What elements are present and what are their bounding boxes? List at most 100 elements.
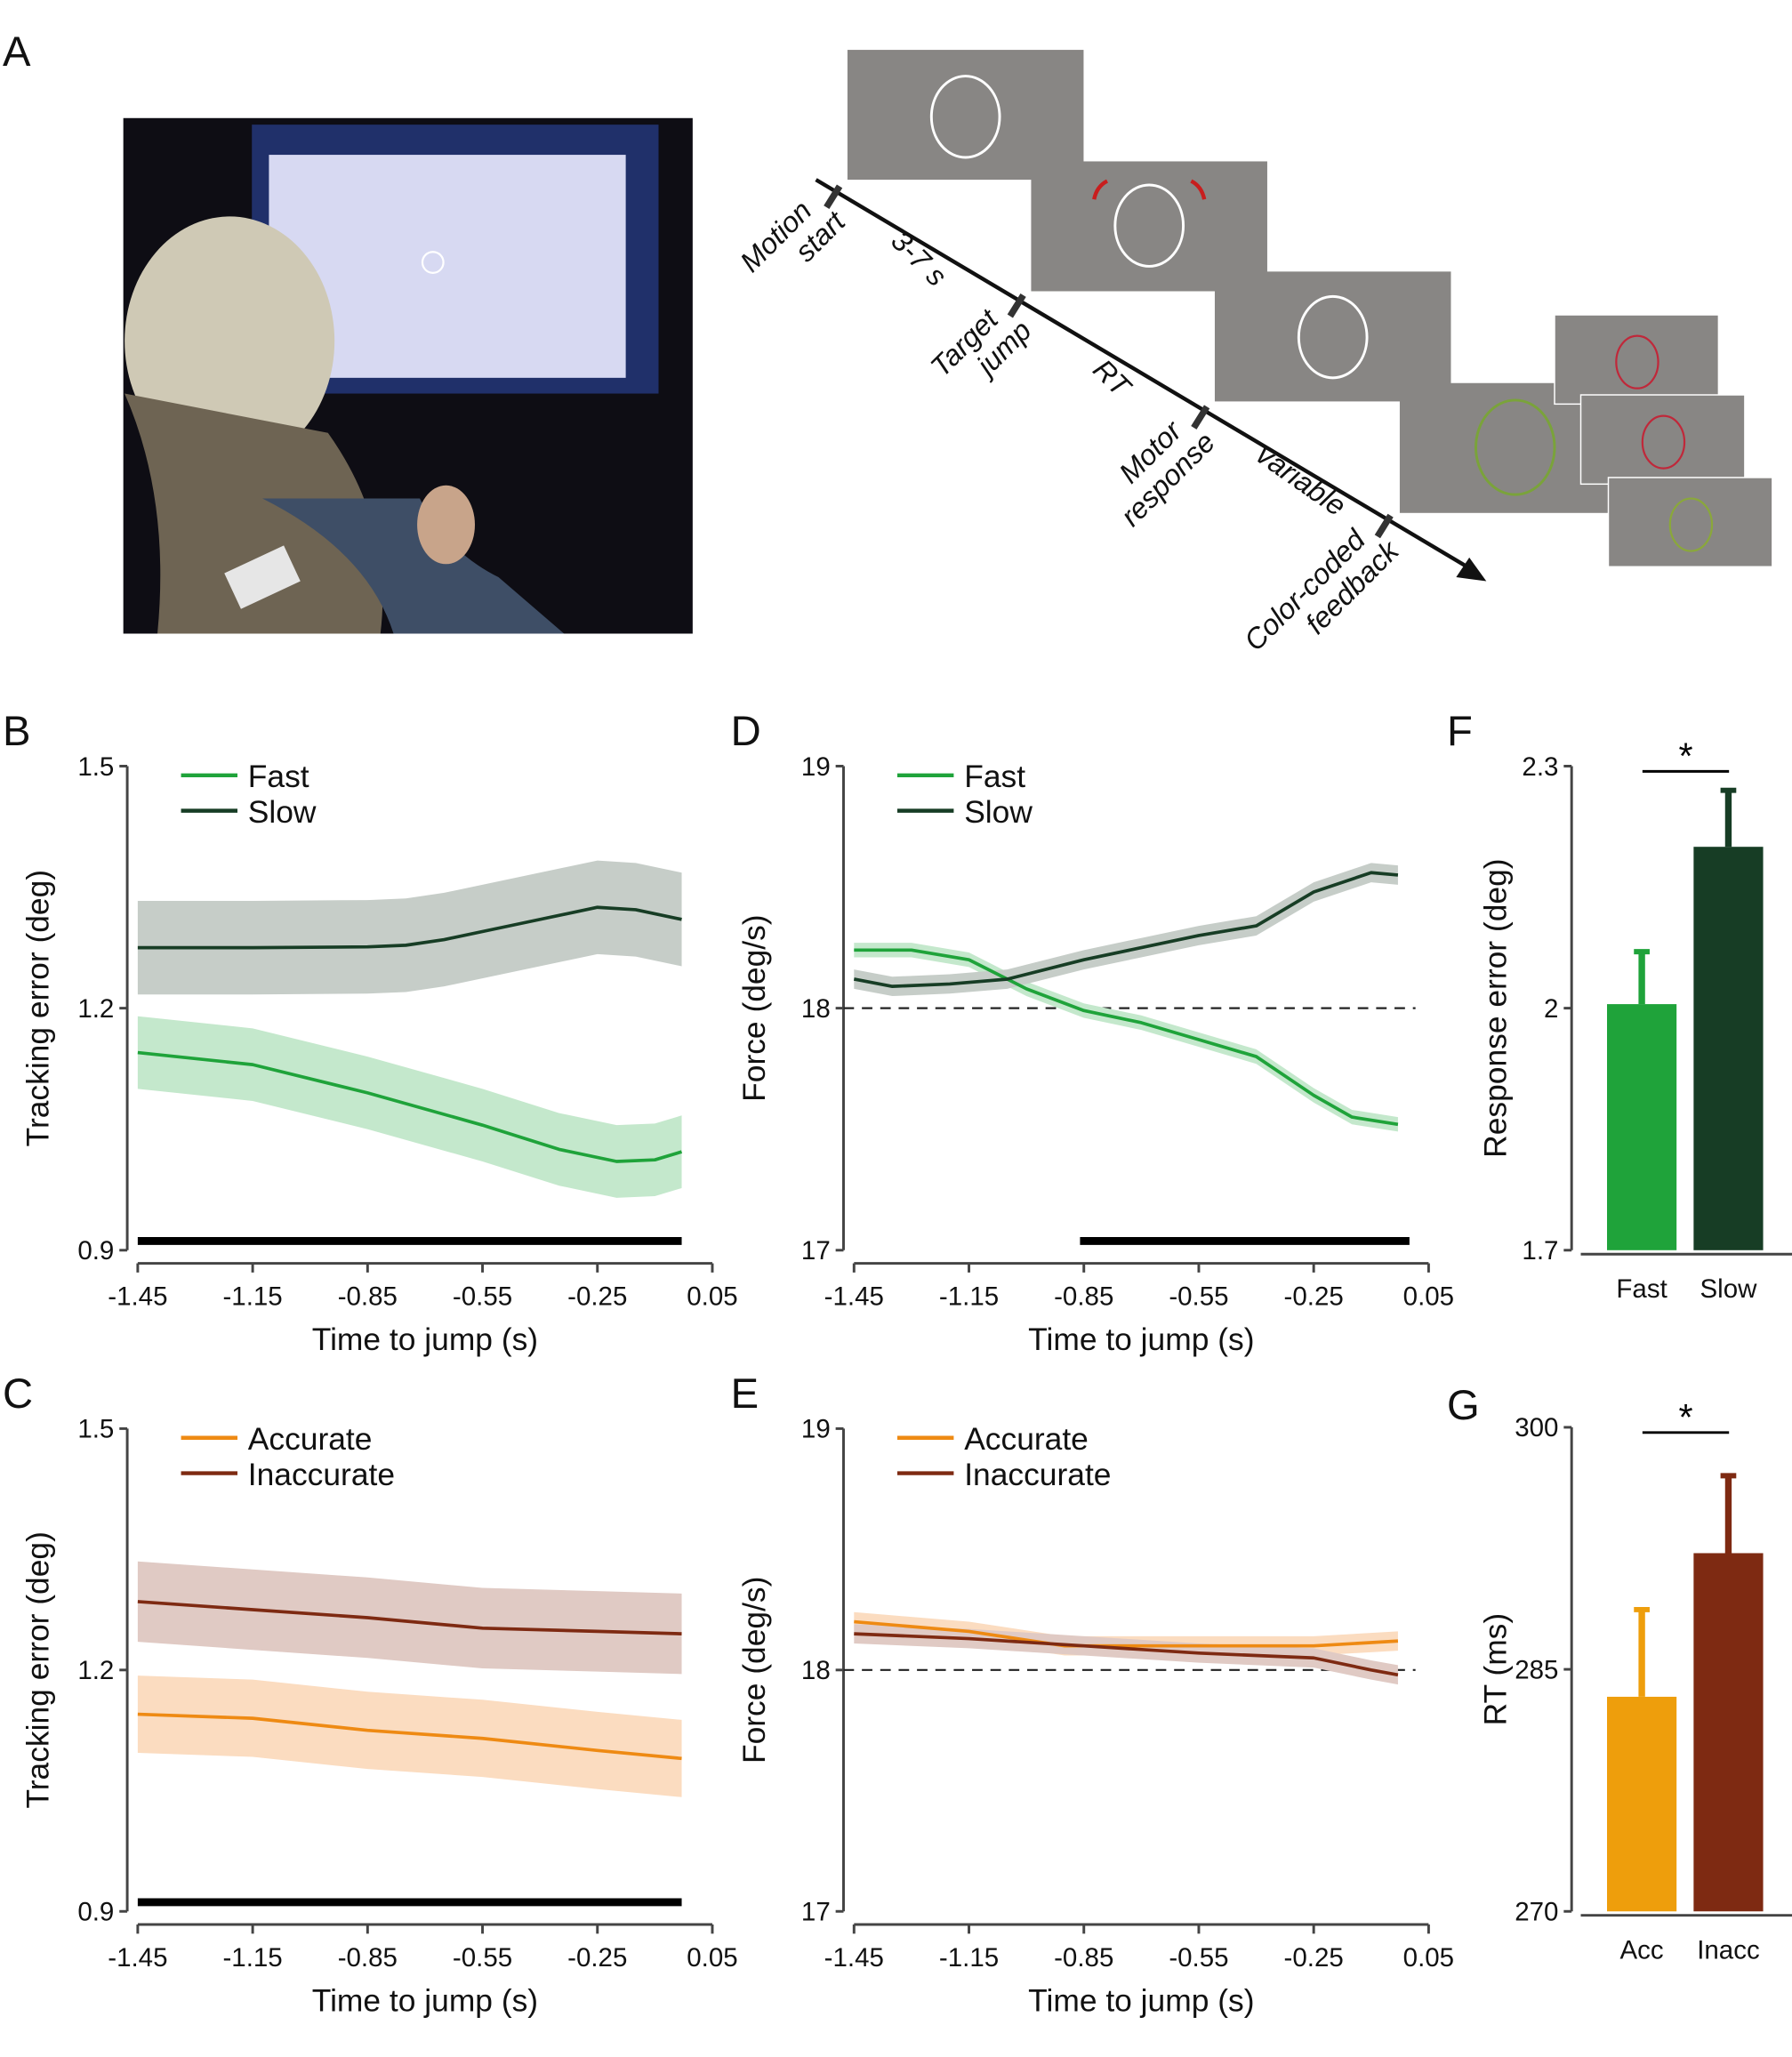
sem-band-slow [137,860,682,995]
x-tick-label: -0.85 [338,1282,398,1312]
x-tick-label: -1.45 [824,1943,884,1973]
panel-label-f: F [1447,708,1473,755]
screen-frame-3 [1214,271,1451,402]
x-axis-label: Time to jump (s) [312,1322,538,1357]
charts: B 0.9 1.2 1.5 -1.45 -1.15 -0.85 -0.55 -0.25 0.05 T… [3,708,1792,2018]
x-tick-label: -0.85 [1054,1282,1113,1312]
sem-band-slow [854,863,1398,997]
x-tick-label: -1.15 [939,1943,999,1973]
bar-fast [1607,1004,1677,1250]
x-tick-label: -0.55 [453,1282,512,1312]
y-tick-label: 0.9 [77,1236,114,1266]
y-tick-label: 19 [801,752,831,782]
experiment-photo [123,117,693,634]
x-axis-label: Time to jump (s) [312,1982,538,2018]
trial-timeline: Motionstart Targetjump Motorresponse Col… [734,50,1773,679]
bar-slow [1693,847,1764,1250]
y-tick-label: 0.9 [77,1898,114,1927]
feedback-frame-red-2 [1579,394,1746,486]
x-tick-label: 0.05 [1403,1282,1454,1312]
panel-a: A M [3,28,1773,679]
event-feedback: Color-codedfeedback [1238,511,1406,679]
y-tick-label: 1.2 [77,1656,114,1685]
chart-b: B 0.9 1.2 1.5 -1.45 -1.15 -0.85 -0.55 -0.25 0.05 T… [3,708,738,1357]
legend-label: Fast [964,759,1025,794]
sem-band-accurate [137,1675,682,1797]
y-tick-label: 1.5 [77,752,114,782]
sem-band-fast [137,1016,682,1198]
y-axis-label: Tracking error (deg) [20,870,56,1146]
sem-band-inaccurate [854,1624,1398,1685]
y-axis-label: Force (deg/s) [736,1577,772,1764]
screen-frame-1 [847,50,1084,181]
chart-f: F 1.7 2 2.3 Response error (deg) Fast Slow * [1447,708,1792,1304]
category-label: Fast [1616,1274,1667,1304]
x-tick-label: -0.25 [567,1282,627,1312]
legend-label: Accurate [248,1421,373,1457]
chart-g: G 270 285 300 RT (ms) Acc Inacc * [1447,1382,1792,1965]
x-tick-label: -0.25 [1284,1943,1344,1973]
legend-label: Fast [248,759,309,794]
panel-label-d: D [731,708,761,755]
category-label: Inacc [1697,1935,1760,1965]
y-axis-label: Tracking error (deg) [20,1531,56,1808]
series-line-fast [137,1050,683,1163]
x-tick-label: -1.45 [108,1943,167,1973]
panel-label-c: C [3,1370,33,1418]
y-axis-label: RT (ms) [1477,1613,1513,1725]
panel-label-b: B [3,708,30,755]
y-tick-label: 19 [801,1415,831,1444]
significance-star: * [1678,1397,1692,1438]
y-tick-label: 300 [1515,1413,1558,1442]
x-tick-label: -0.85 [1054,1943,1113,1973]
x-tick-label: -1.15 [939,1282,999,1312]
x-tick-label: 0.05 [1403,1943,1454,1973]
x-tick-label: -0.55 [453,1943,512,1973]
y-tick-label: 285 [1515,1655,1558,1684]
series-line-accurate [137,1712,682,1761]
x-axis-label: Time to jump (s) [1028,1322,1254,1357]
y-tick-label: 1.7 [1522,1236,1558,1266]
x-tick-label: -0.25 [567,1943,627,1973]
legend-label: Accurate [964,1421,1089,1457]
x-tick-label: -0.55 [1169,1943,1228,1973]
y-tick-label: 18 [801,994,831,1024]
bar-acc [1607,1696,1677,1912]
y-tick-label: 18 [801,1656,831,1685]
sem-band-inaccurate [137,1561,682,1675]
legend-label: Slow [248,794,317,830]
series-line-slow [853,871,1399,988]
panel-label-g: G [1447,1382,1480,1429]
category-label: Acc [1620,1935,1664,1965]
series-line-inaccurate [137,1600,682,1635]
x-tick-label: 0.05 [687,1282,737,1312]
event-target-jump: Targetjump [924,292,1037,405]
y-tick-label: 17 [801,1898,831,1927]
y-tick-label: 2 [1544,994,1558,1024]
x-tick-label: 0.05 [687,1943,737,1973]
panel-label-a: A [3,28,31,76]
x-tick-label: -0.55 [1169,1282,1228,1312]
legend-label: Inaccurate [248,1457,395,1492]
screen-frame-2 [1031,161,1267,292]
series-line-inaccurate [854,1632,1399,1677]
y-tick-label: 1.2 [77,994,114,1024]
x-tick-label: -0.25 [1284,1282,1344,1312]
x-tick-label: -1.15 [222,1943,282,1973]
y-tick-label: 270 [1515,1898,1558,1927]
sem-band-fast [854,943,1398,1132]
series-line-accurate [854,1619,1399,1648]
chart-e: E 17 18 19 -1.45 -1.15 -0.85 -0.55 -0.25 0.05 Time… [731,1370,1454,2019]
x-axis-label: Time to jump (s) [1028,1982,1254,2018]
x-tick-label: -1.45 [108,1282,167,1312]
legend-label: Slow [964,794,1033,830]
y-axis-label: Force (deg/s) [736,914,772,1101]
feedback-frame-green [1607,477,1773,567]
x-tick-label: -1.15 [222,1282,282,1312]
chart-d: D 17 18 19 -1.45 -1.15 -0.85 -0.55 -0.25 0.05 Time… [731,708,1454,1357]
interval-rt: RT [1087,353,1137,404]
chart-c: C 0.9 1.2 1.5 -1.45 -1.15 -0.85 -0.55 -0.25 0.05 T… [3,1370,738,2019]
y-axis-label: Response error (deg) [1477,858,1513,1157]
legend-label: Inaccurate [964,1457,1111,1492]
